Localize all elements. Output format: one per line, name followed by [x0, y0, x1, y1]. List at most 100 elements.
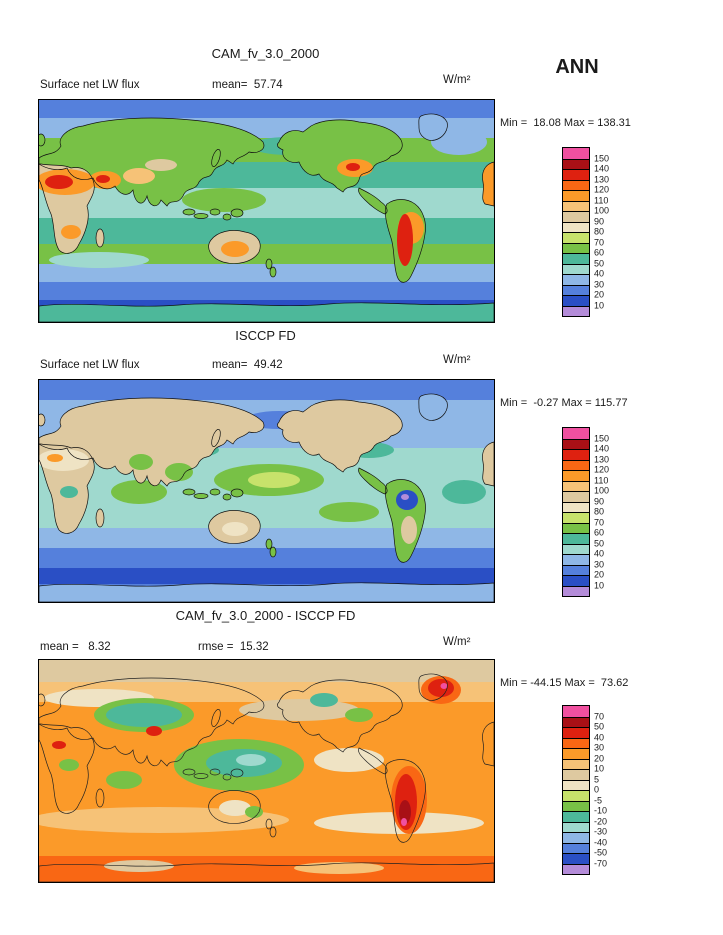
colorbar-cell [563, 800, 589, 811]
colorbar-cell [563, 832, 589, 843]
colorbar-cell [563, 179, 589, 190]
panel1-mean-label: mean= 57.74 [212, 79, 283, 91]
colorbar-cell [563, 158, 589, 169]
colorbar-cell [563, 263, 589, 274]
colorbar-cell [563, 305, 589, 316]
colorbar-tick-label: 50 [594, 538, 605, 548]
colorbar-cell [563, 211, 589, 222]
season-label: ANN [555, 56, 599, 78]
colorbar-cell [563, 727, 589, 738]
colorbar-cell [563, 853, 589, 864]
colorbar-cell [563, 190, 589, 201]
colorbar-tick-label: 40 [594, 732, 605, 742]
map-canvas-model [39, 100, 494, 322]
panel2-units-label: W/m² [443, 354, 471, 366]
colorbar-tick-label: 140 [594, 163, 610, 174]
colorbar-tick-label: -20 [594, 816, 608, 826]
colorbar-cell [563, 748, 589, 759]
colorbar-cell [563, 737, 589, 748]
colorbar-tick-label: 70 [594, 237, 605, 247]
panel3-mean-label: mean = 8.32 [40, 641, 111, 653]
colorbar-cell [563, 428, 589, 439]
panel1-units-label: W/m² [443, 74, 471, 86]
colorbar-cell [563, 253, 589, 264]
panel2-title: ISCCP FD [235, 328, 296, 343]
colorbar-cell [563, 491, 589, 502]
colorbar-cell [563, 148, 589, 159]
colorbar-tick-label: 70 [594, 517, 605, 527]
colorbar-cell [563, 169, 589, 180]
colorbar-cell [563, 716, 589, 727]
colorbar-cell [563, 585, 589, 596]
panel2-variable-label: Surface net LW flux [40, 359, 140, 371]
colorbar-tick-label: -30 [594, 826, 608, 837]
colorbar-tick-label: 70 [594, 711, 605, 721]
panel3-title: CAM_fv_3.0_2000 - ISCCP FD [175, 608, 356, 623]
colorbar-cell [563, 232, 589, 243]
colorbar-cell [563, 533, 589, 544]
colorbar-tick-label: -5 [594, 795, 603, 805]
panel1-minmax: Min = 18.08 Max = 138.31 [500, 117, 631, 129]
panel2-mean-label: mean= 49.42 [212, 359, 283, 371]
panel1-colorbar: 150 140 130 120 110 100 90 80 70 60 50 40 30 20 10 [562, 147, 609, 317]
colorbar-cell [563, 706, 589, 717]
panel3-units-label: W/m² [443, 636, 471, 648]
colorbar-tick-label: -10 [594, 805, 608, 816]
colorbar-tick-label: 0 [594, 784, 600, 795]
colorbar-cell [563, 863, 589, 874]
colorbar-tick-label: 150 [594, 433, 610, 443]
panel1-variable-label: Surface net LW flux [40, 79, 140, 91]
colorbar-cell [563, 242, 589, 253]
colorbar-cell [563, 438, 589, 449]
colorbar-cell [563, 779, 589, 790]
colorbar-tick-label: 40 [594, 268, 605, 279]
panel3-minmax: Min = -44.15 Max = 73.62 [500, 677, 629, 689]
panel3-colorbar: 70 50 40 30 20 10 5 0 -5 -10 -20 -30 -40 -50 -70 [562, 705, 607, 875]
colorbar-tick-label: 20 [594, 289, 605, 300]
colorbar-tick-label: 40 [594, 548, 605, 559]
colorbar-tick-label: 30 [594, 279, 605, 289]
colorbar-tick-label: -70 [594, 858, 608, 868]
colorbar-cell [563, 790, 589, 801]
colorbar-tick-label: 90 [594, 496, 605, 506]
colorbar-cell [563, 449, 589, 460]
colorbar-cell [563, 274, 589, 285]
colorbar-tick-label: 30 [594, 742, 605, 753]
colorbar-tick-label: 30 [594, 559, 605, 569]
colorbar-tick-label: 140 [594, 443, 610, 454]
colorbar-tick-label: 130 [594, 174, 610, 184]
panel3-map [38, 659, 495, 883]
colorbar-tick-label: 110 [594, 195, 609, 205]
colorbar-cell [563, 769, 589, 780]
colorbar-cell [563, 295, 589, 306]
colorbar-tick-label: 150 [594, 153, 610, 163]
colorbar-cell [563, 564, 589, 575]
colorbar-tick-label: 80 [594, 226, 605, 237]
colorbar-cell [563, 512, 589, 523]
colorbar-cell [563, 200, 589, 211]
colorbar-cell [563, 821, 589, 832]
colorbar-cell [563, 284, 589, 295]
colorbar-cell [563, 554, 589, 565]
colorbar-cell [563, 501, 589, 512]
colorbar-tick-label: 5 [594, 774, 600, 784]
colorbar-tick-label: 10 [594, 580, 605, 590]
map-canvas-obs [39, 380, 494, 602]
colorbar-cell [563, 811, 589, 822]
colorbar-tick-label: 100 [594, 205, 610, 216]
colorbar-cell [563, 842, 589, 853]
colorbar-tick-label: 10 [594, 300, 605, 310]
colorbar-tick-label: 120 [594, 184, 610, 195]
colorbar-tick-label: 20 [594, 569, 605, 580]
panel2-colorbar: 150 140 130 120 110 100 90 80 70 60 50 40 30 20 10 [562, 427, 609, 597]
colorbar-cell [563, 575, 589, 586]
panel1-map [38, 99, 495, 323]
colorbar-cell [563, 480, 589, 491]
colorbar-tick-label: 20 [594, 753, 605, 763]
colorbar-tick-label: 60 [594, 527, 605, 538]
colorbar-cell [563, 758, 589, 769]
colorbar-cell [563, 459, 589, 470]
colorbar-tick-label: 60 [594, 247, 605, 258]
colorbar-tick-label: 10 [594, 763, 605, 774]
